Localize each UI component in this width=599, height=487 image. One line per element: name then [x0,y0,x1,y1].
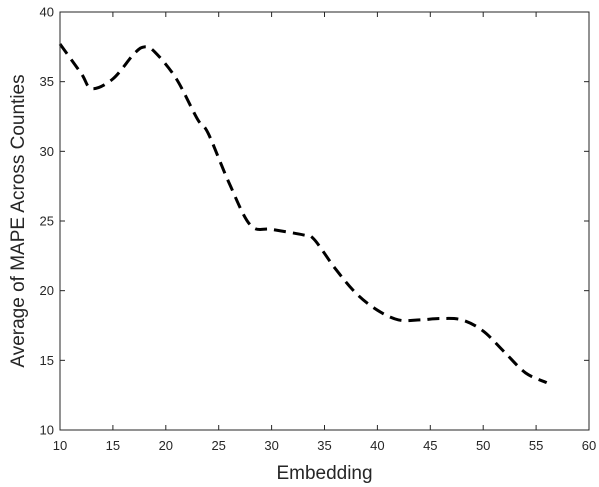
plot-area [60,12,589,430]
x-tick-label: 60 [582,438,596,453]
y-tick-label: 20 [40,283,54,298]
y-tick-label: 40 [40,5,54,20]
x-tick-label: 30 [264,438,278,453]
x-tick-label: 10 [53,438,67,453]
x-tick-label: 25 [211,438,225,453]
y-tick-label: 10 [40,423,54,438]
x-axis-title: Embedding [276,463,372,484]
y-tick-label: 15 [40,353,54,368]
x-tick-label: 35 [317,438,331,453]
x-tick-label: 55 [529,438,543,453]
x-tick-label: 15 [106,438,120,453]
y-tick-label: 25 [40,214,54,229]
x-axis-ticks: 10 15 20 25 30 35 40 45 50 55 60 [53,12,596,453]
y-tick-label: 30 [40,144,54,159]
y-axis-title: Average of MAPE Across Counties [8,74,29,367]
x-tick-label: 50 [476,438,490,453]
x-tick-label: 20 [159,438,173,453]
y-tick-label: 35 [40,74,54,89]
x-tick-label: 45 [423,438,437,453]
x-tick-label: 40 [370,438,384,453]
y-axis-ticks: 10 15 20 25 30 35 40 [40,5,589,438]
